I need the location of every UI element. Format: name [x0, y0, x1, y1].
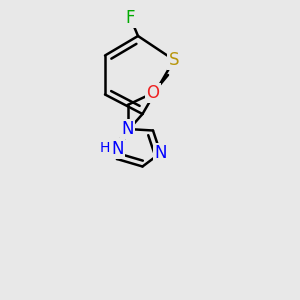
- Text: N: N: [121, 120, 134, 138]
- Text: F: F: [126, 9, 135, 27]
- Text: S: S: [169, 51, 179, 69]
- Text: O: O: [146, 84, 160, 102]
- Text: H: H: [99, 142, 110, 155]
- Text: N: N: [111, 140, 124, 158]
- Text: N: N: [154, 144, 167, 162]
